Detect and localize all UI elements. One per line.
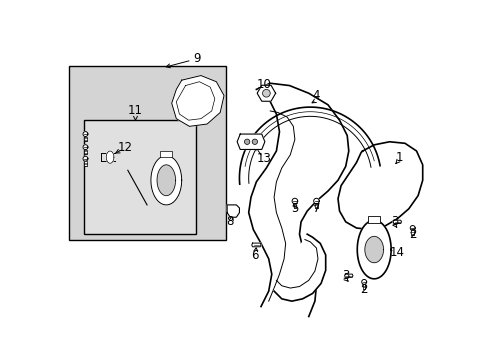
Ellipse shape [252, 139, 257, 144]
Text: 3: 3 [341, 269, 349, 282]
Polygon shape [83, 145, 88, 150]
Text: 8: 8 [226, 215, 233, 228]
Text: 13: 13 [256, 152, 271, 165]
Polygon shape [151, 156, 182, 205]
Bar [367, 216, 380, 222]
Polygon shape [83, 156, 88, 161]
Text: 2: 2 [408, 228, 416, 240]
Polygon shape [291, 198, 297, 204]
Polygon shape [83, 132, 88, 136]
Polygon shape [357, 220, 390, 279]
Bar [68, 66, 226, 239]
Text: 4: 4 [312, 89, 320, 102]
Bar [84, 120, 195, 234]
Polygon shape [257, 85, 275, 101]
Bar [293, 204, 296, 208]
Text: 9: 9 [193, 52, 201, 65]
Polygon shape [157, 165, 175, 195]
Text: 5: 5 [291, 202, 298, 215]
Text: 3: 3 [390, 215, 398, 228]
Ellipse shape [262, 89, 270, 97]
Text: 12: 12 [118, 141, 133, 154]
Polygon shape [364, 237, 383, 263]
Polygon shape [361, 279, 366, 284]
Polygon shape [409, 225, 414, 230]
Polygon shape [106, 151, 114, 163]
Polygon shape [251, 243, 261, 247]
Text: 7: 7 [312, 202, 320, 215]
Polygon shape [344, 274, 352, 277]
Bar [160, 151, 172, 157]
Polygon shape [237, 134, 264, 149]
Text: 2: 2 [360, 283, 367, 296]
Bar [84, 161, 86, 166]
Bar [314, 204, 317, 208]
Bar [84, 150, 86, 154]
Text: 10: 10 [256, 78, 271, 91]
Polygon shape [226, 205, 239, 217]
Text: 1: 1 [395, 150, 403, 164]
Text: 14: 14 [389, 246, 404, 259]
Bar [410, 230, 413, 235]
Bar [362, 284, 365, 289]
Ellipse shape [244, 139, 249, 144]
Text: 6: 6 [250, 249, 258, 262]
Polygon shape [171, 76, 224, 126]
Polygon shape [392, 220, 401, 224]
Polygon shape [274, 234, 325, 301]
Polygon shape [337, 142, 422, 230]
Polygon shape [313, 198, 319, 204]
Text: 11: 11 [128, 104, 142, 117]
Bar [84, 136, 86, 141]
